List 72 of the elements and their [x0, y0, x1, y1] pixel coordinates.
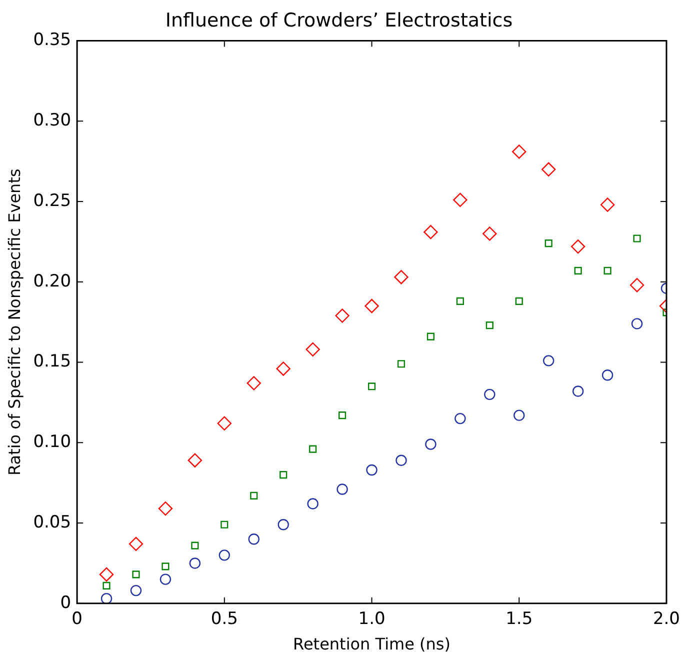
point: [158, 501, 173, 516]
point: [217, 416, 232, 430]
x-tick-label: 1.5: [506, 609, 533, 630]
point: [338, 412, 346, 420]
y-tick-label: 0.15: [33, 352, 72, 372]
y-tick-label: 0.20: [33, 271, 72, 292]
point: [574, 266, 582, 274]
point: [366, 464, 378, 476]
point: [541, 162, 556, 176]
point: [514, 410, 525, 421]
point: [191, 542, 199, 550]
point: [335, 308, 350, 323]
point: [278, 519, 289, 530]
point: [602, 370, 614, 381]
point: [515, 297, 523, 305]
point: [128, 536, 144, 552]
point: [600, 198, 615, 212]
point: [336, 484, 348, 495]
x-tick-label: 2.0: [652, 609, 680, 630]
point: [456, 297, 464, 305]
point: [512, 144, 526, 159]
y-tick-label: 0.35: [33, 30, 72, 50]
x-tick-label: 1.0: [358, 609, 386, 630]
y-tick-label: 0.10: [33, 432, 72, 452]
y-tick-label: 0: [60, 592, 72, 613]
point: [309, 445, 317, 453]
point: [162, 562, 170, 570]
point: [544, 240, 552, 248]
point: [189, 558, 201, 569]
point: [631, 318, 643, 330]
point: [484, 388, 496, 400]
point: [220, 520, 228, 528]
x-tick-label: 0.5: [210, 609, 238, 630]
point: [132, 570, 140, 578]
point: [482, 226, 497, 241]
point: [486, 322, 494, 330]
y-tick-label: 0.25: [33, 190, 72, 211]
point: [102, 582, 110, 590]
point: [425, 438, 436, 450]
y-axis-title: Ratio of Specific to Nonspecific Events: [4, 168, 24, 476]
point: [542, 355, 554, 366]
point: [99, 567, 114, 582]
point: [160, 574, 172, 585]
point: [276, 362, 290, 376]
point: [424, 224, 438, 240]
point: [453, 192, 468, 208]
point: [130, 584, 142, 596]
point: [364, 298, 379, 314]
point: [246, 376, 261, 390]
point: [396, 454, 407, 466]
point: [572, 386, 584, 397]
point: [280, 471, 288, 479]
point: [188, 453, 202, 468]
point: [633, 234, 641, 242]
point: [394, 270, 408, 284]
point: [100, 592, 112, 604]
point: [306, 342, 320, 357]
point: [250, 492, 258, 500]
point: [630, 278, 644, 292]
y-tick-label: 0.30: [33, 110, 72, 131]
point: [218, 550, 230, 561]
x-axis-title: Retention Time (ns): [293, 634, 450, 654]
point: [248, 534, 260, 545]
point: [307, 498, 318, 510]
y-tick-label: 0.05: [33, 512, 72, 532]
point: [426, 332, 434, 340]
point: [570, 239, 586, 254]
point: [454, 412, 466, 424]
point: [397, 360, 406, 368]
point: [368, 382, 376, 390]
chart-title: Influence of Crowders’ Electrostatics: [165, 9, 513, 32]
point: [604, 266, 612, 274]
